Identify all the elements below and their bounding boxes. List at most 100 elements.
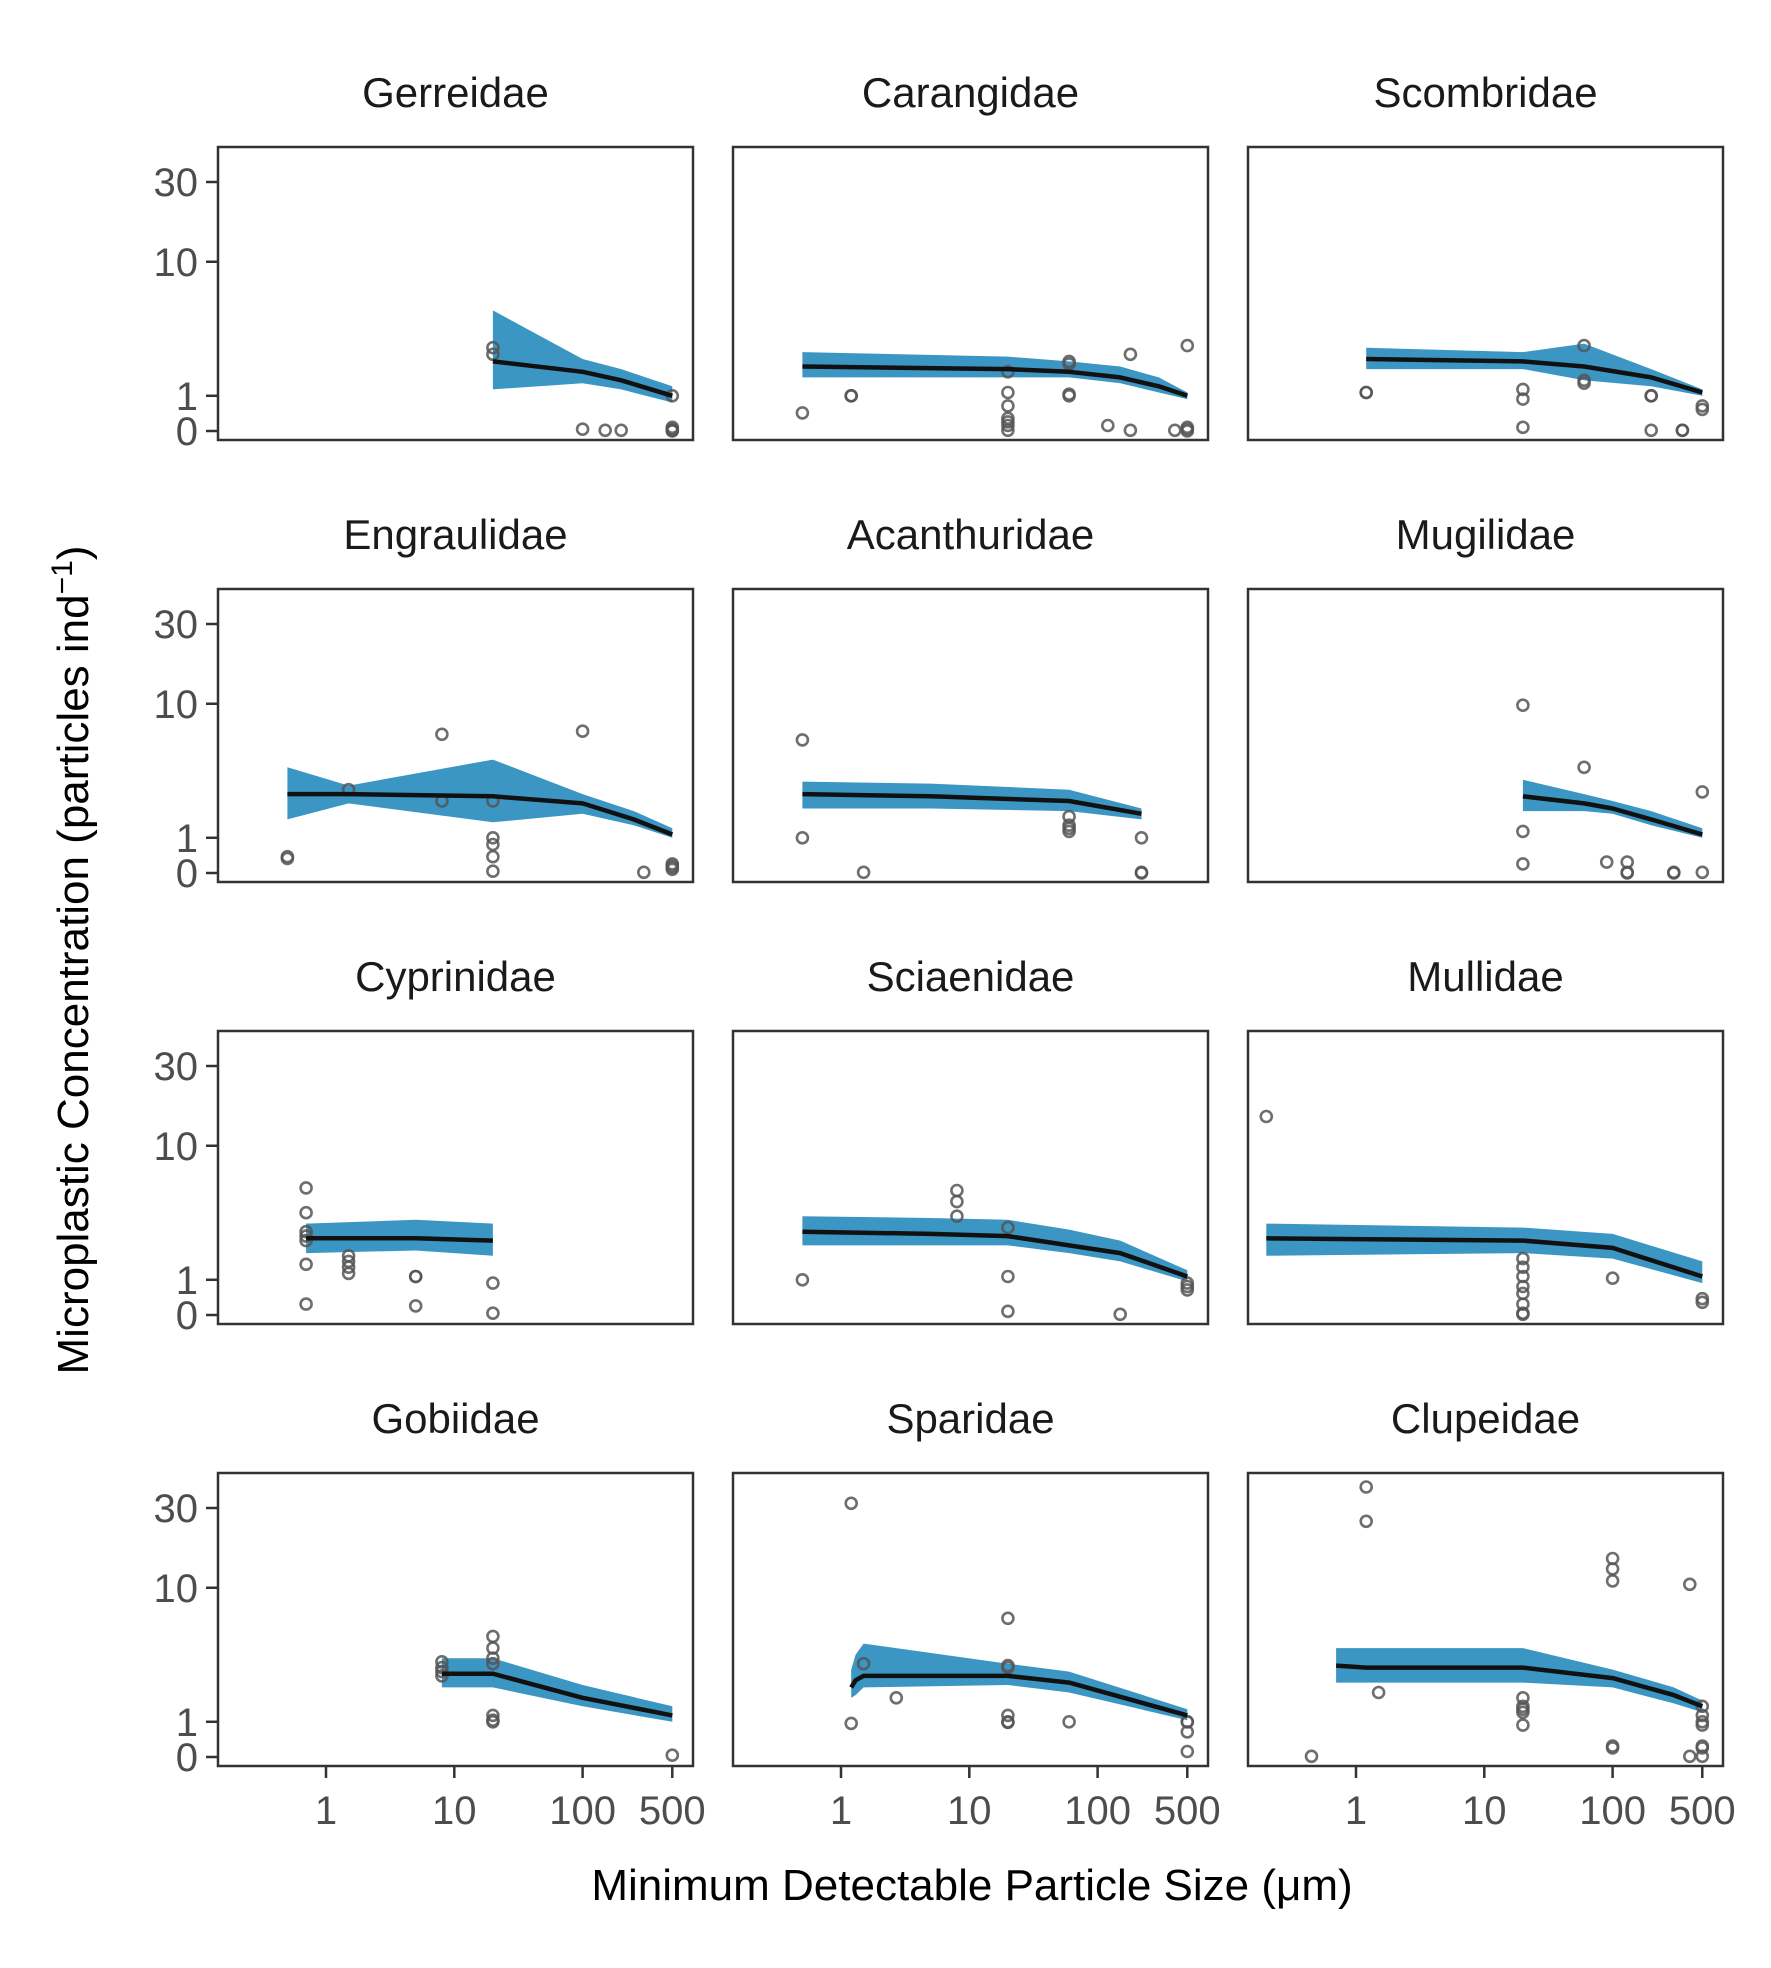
data-point [1134, 866, 1149, 880]
data-point [486, 340, 500, 355]
data-point [795, 1273, 810, 1287]
fit-line [802, 364, 1189, 398]
data-point [1062, 388, 1076, 403]
panel-border [1246, 587, 1725, 884]
x-tick-label: 1 [315, 1789, 337, 1833]
data-point [1259, 1109, 1274, 1124]
data-point [795, 733, 810, 747]
data-point [1113, 1307, 1127, 1322]
data-point [1180, 1725, 1195, 1739]
data-point [1180, 338, 1195, 353]
data-point [1001, 364, 1015, 379]
facet-mullidae: Mullidae [1246, 953, 1725, 1326]
y-tick-label: 1 [176, 375, 198, 419]
plot-area [795, 733, 1149, 880]
data-point [408, 1269, 423, 1284]
data-point [1605, 1271, 1620, 1285]
plot-area [486, 310, 680, 438]
fit-line [1335, 1663, 1704, 1709]
panel-border [216, 587, 695, 884]
fit-line [441, 1671, 673, 1718]
y-tick-label: 0 [176, 1294, 198, 1338]
data-point [1683, 1749, 1697, 1764]
data-point [1168, 423, 1182, 438]
x-tick-label: 500 [639, 1789, 706, 1833]
data-point [299, 1205, 313, 1220]
panel-border [1246, 1471, 1725, 1768]
panel-border [216, 1029, 695, 1326]
plot-area [795, 338, 1195, 438]
facet-carangidae: Carangidae [731, 69, 1210, 442]
data-point [1516, 1279, 1530, 1294]
x-tick-label: 100 [1579, 1789, 1646, 1833]
data-point [1062, 824, 1076, 839]
data-point [1695, 1718, 1710, 1732]
plot-area [795, 1183, 1195, 1322]
x-tick-label: 10 [947, 1789, 992, 1833]
y-tick-label: 1 [176, 817, 198, 861]
data-point [1599, 855, 1614, 869]
data-point [1359, 385, 1373, 400]
plot-area [280, 724, 680, 880]
data-point [1605, 1741, 1620, 1755]
data-point [1644, 388, 1658, 403]
data-point [486, 830, 500, 845]
data-point [1001, 1611, 1015, 1626]
x-tick-label: 10 [1462, 1789, 1507, 1833]
data-point [1001, 418, 1015, 433]
data-point [844, 1496, 859, 1511]
data-point [486, 1656, 500, 1671]
data-point [280, 851, 295, 866]
facet-title: Mullidae [1407, 953, 1563, 1000]
fit-line [306, 1236, 493, 1243]
data-point [1123, 347, 1138, 362]
facet-title: Gerreidae [362, 69, 549, 116]
facet-title: Carangidae [862, 69, 1079, 116]
plot-area [1259, 1109, 1710, 1322]
fit-line [1266, 1236, 1703, 1279]
panel-border [731, 1471, 1210, 1768]
data-point [1516, 1705, 1530, 1720]
data-point [1695, 865, 1710, 880]
data-point [1371, 1685, 1386, 1700]
x-tick-label: 1 [830, 1789, 852, 1833]
confidence-ribbon [802, 781, 1142, 820]
data-point [1001, 1660, 1015, 1675]
y-tick-label: 30 [154, 161, 199, 205]
data-point [1134, 830, 1149, 845]
facet-title: Acanthuridae [847, 511, 1095, 558]
data-point [486, 347, 500, 362]
facet-sparidae: Sparidae 1 10 100 500 [731, 1395, 1221, 1833]
data-point [1001, 423, 1015, 438]
plot-area [1516, 698, 1710, 880]
data-point [598, 423, 613, 438]
data-point [486, 1708, 500, 1723]
data-point [614, 423, 629, 438]
panel-border [731, 145, 1210, 442]
plot-area [844, 1496, 1195, 1759]
panel-border [1246, 145, 1725, 442]
data-point [1695, 1295, 1710, 1310]
y-tick-label: 10 [154, 1567, 199, 1611]
x-tick-label: 100 [549, 1789, 616, 1833]
panel-border [731, 587, 1210, 884]
data-point [575, 724, 590, 739]
data-point [636, 865, 651, 880]
facet-title: Sciaenidae [867, 953, 1075, 1000]
y-tick-label: 0 [176, 1736, 198, 1780]
data-point [1644, 423, 1658, 438]
fit-line [1366, 356, 1703, 395]
y-tick-label: 0 [176, 410, 198, 454]
facet-title: Gobiidae [371, 1395, 539, 1442]
y-axis-title: Microplastic Concentration (particles in… [46, 546, 98, 1375]
data-point [299, 1257, 313, 1272]
y-tick-label: 10 [154, 1125, 199, 1169]
data-point [1516, 392, 1530, 406]
data-point [795, 406, 810, 420]
data-point [1516, 824, 1530, 839]
x-tick-label: 500 [1154, 1789, 1221, 1833]
data-point [950, 1194, 964, 1209]
fit-line [492, 359, 673, 398]
data-point [1123, 423, 1138, 438]
